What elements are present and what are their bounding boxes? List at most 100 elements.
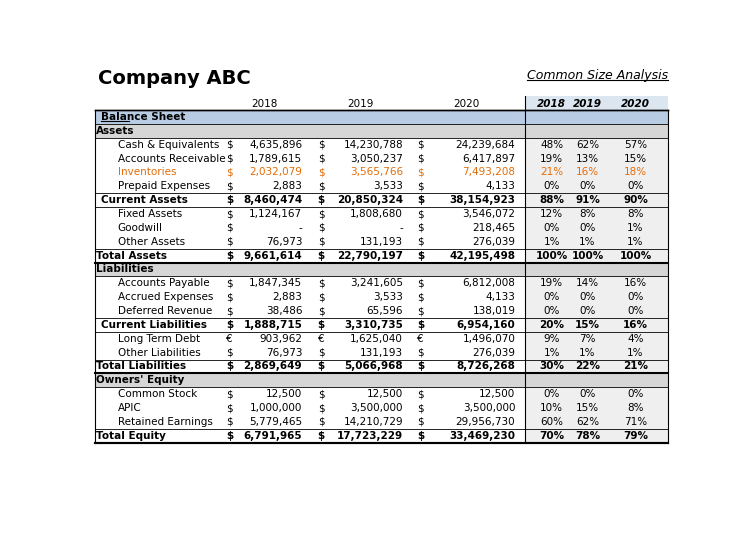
Text: 48%: 48%: [540, 140, 563, 150]
FancyBboxPatch shape: [94, 235, 668, 249]
Text: $: $: [226, 389, 233, 399]
FancyBboxPatch shape: [94, 346, 668, 360]
FancyBboxPatch shape: [525, 193, 668, 207]
Text: 8,460,474: 8,460,474: [243, 195, 302, 205]
Text: $: $: [417, 292, 423, 302]
Text: $: $: [318, 251, 325, 261]
Text: 13%: 13%: [576, 154, 599, 164]
Text: Total Liabilities: Total Liabilities: [96, 361, 186, 372]
Text: Other Liabilities: Other Liabilities: [118, 348, 201, 358]
Text: 12,500: 12,500: [266, 389, 302, 399]
Text: 2,883: 2,883: [272, 292, 302, 302]
FancyBboxPatch shape: [525, 152, 668, 166]
Text: Liabilities: Liabilities: [96, 264, 154, 275]
Text: Accounts Payable: Accounts Payable: [118, 278, 209, 288]
Text: 3,310,735: 3,310,735: [344, 320, 403, 330]
Text: Company ABC: Company ABC: [97, 69, 251, 88]
Text: $: $: [318, 167, 324, 178]
Text: $: $: [417, 403, 423, 413]
Text: $: $: [417, 223, 423, 233]
Text: 12,500: 12,500: [367, 389, 403, 399]
Text: 2019: 2019: [573, 99, 602, 108]
Text: -: -: [400, 223, 403, 233]
Text: 71%: 71%: [624, 417, 647, 427]
FancyBboxPatch shape: [94, 263, 668, 276]
Text: $: $: [226, 251, 234, 261]
Text: 14,230,788: 14,230,788: [344, 140, 403, 150]
Text: 19%: 19%: [540, 278, 563, 288]
Text: 0%: 0%: [580, 292, 596, 302]
FancyBboxPatch shape: [525, 207, 668, 221]
Text: 15%: 15%: [624, 154, 647, 164]
Text: $: $: [226, 278, 233, 288]
Text: $: $: [226, 403, 233, 413]
Text: 10%: 10%: [540, 403, 563, 413]
Text: $: $: [226, 195, 234, 205]
FancyBboxPatch shape: [525, 346, 668, 360]
Text: Deferred Revenue: Deferred Revenue: [118, 306, 212, 316]
Text: 2018: 2018: [251, 99, 278, 108]
Text: 3,533: 3,533: [373, 181, 403, 191]
Text: $: $: [417, 320, 424, 330]
Text: 78%: 78%: [575, 431, 600, 441]
Text: 22,790,197: 22,790,197: [337, 251, 403, 261]
Text: 2,883: 2,883: [272, 181, 302, 191]
Text: 33,469,230: 33,469,230: [449, 431, 516, 441]
FancyBboxPatch shape: [525, 360, 668, 373]
Text: 4%: 4%: [627, 334, 644, 344]
Text: 17,723,229: 17,723,229: [337, 431, 403, 441]
FancyBboxPatch shape: [94, 415, 668, 429]
FancyBboxPatch shape: [525, 179, 668, 193]
Text: 1%: 1%: [544, 348, 560, 358]
Text: 131,193: 131,193: [360, 348, 403, 358]
Text: 8%: 8%: [579, 209, 596, 219]
Text: 0%: 0%: [627, 181, 644, 191]
Text: 903,962: 903,962: [259, 334, 302, 344]
Text: $: $: [417, 361, 424, 372]
Text: $: $: [318, 389, 324, 399]
FancyBboxPatch shape: [525, 138, 668, 152]
Text: 22%: 22%: [575, 361, 600, 372]
Text: 57%: 57%: [624, 140, 647, 150]
Text: 1,888,715: 1,888,715: [243, 320, 302, 330]
Text: 15%: 15%: [576, 403, 599, 413]
Text: 3,500,000: 3,500,000: [463, 403, 516, 413]
FancyBboxPatch shape: [94, 318, 668, 332]
Text: $: $: [226, 292, 233, 302]
Text: 9,661,614: 9,661,614: [243, 251, 302, 261]
Text: 1%: 1%: [579, 348, 596, 358]
Text: 3,500,000: 3,500,000: [350, 403, 403, 413]
Text: 1,789,615: 1,789,615: [249, 154, 302, 164]
FancyBboxPatch shape: [525, 96, 668, 110]
Text: 3,050,237: 3,050,237: [350, 154, 403, 164]
Text: $: $: [318, 417, 324, 427]
FancyBboxPatch shape: [525, 276, 668, 290]
Text: 1%: 1%: [544, 237, 560, 247]
Text: 1%: 1%: [627, 348, 644, 358]
Text: 24,239,684: 24,239,684: [455, 140, 516, 150]
Text: 1%: 1%: [627, 237, 644, 247]
Text: 4,635,896: 4,635,896: [249, 140, 302, 150]
FancyBboxPatch shape: [94, 138, 668, 152]
Text: 90%: 90%: [623, 195, 648, 205]
Text: 76,973: 76,973: [266, 237, 302, 247]
Text: 6,791,965: 6,791,965: [243, 431, 302, 441]
Text: $: $: [226, 154, 233, 164]
FancyBboxPatch shape: [94, 276, 668, 290]
Text: Current Liabilities: Current Liabilities: [100, 320, 207, 330]
Text: Total Assets: Total Assets: [96, 251, 167, 261]
Text: $: $: [417, 417, 423, 427]
Text: 38,154,923: 38,154,923: [449, 195, 516, 205]
Text: 15%: 15%: [575, 320, 600, 330]
Text: $: $: [226, 237, 233, 247]
Text: Current Assets: Current Assets: [100, 195, 187, 205]
FancyBboxPatch shape: [525, 249, 668, 263]
Text: $: $: [417, 209, 423, 219]
Text: $: $: [318, 195, 325, 205]
Text: 12%: 12%: [540, 209, 563, 219]
Text: 62%: 62%: [576, 417, 599, 427]
Text: 9%: 9%: [544, 334, 560, 344]
FancyBboxPatch shape: [94, 221, 668, 235]
FancyBboxPatch shape: [94, 179, 668, 193]
Text: 2,869,649: 2,869,649: [243, 361, 302, 372]
